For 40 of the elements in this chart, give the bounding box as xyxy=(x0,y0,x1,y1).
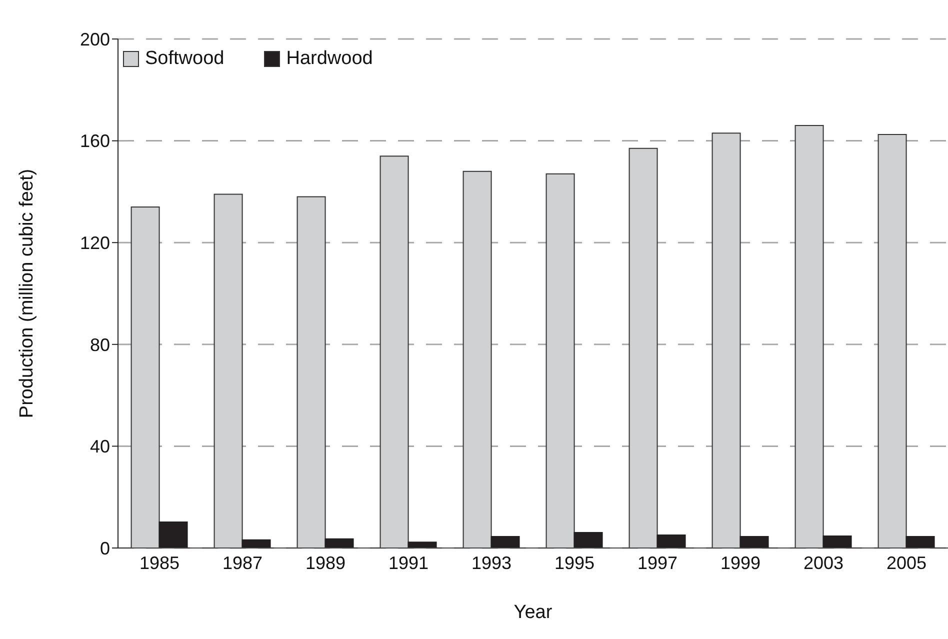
bar xyxy=(628,148,658,548)
bar xyxy=(906,536,935,548)
bar xyxy=(408,542,437,548)
bar xyxy=(822,536,852,548)
bar xyxy=(130,206,160,548)
y-tick-label: 0 xyxy=(100,538,110,558)
bar xyxy=(656,534,686,548)
y-axis-title: Production (million cubic feet) xyxy=(16,168,38,418)
x-tick-label: 2005 xyxy=(886,552,927,573)
y-tick-label: 160 xyxy=(80,131,110,152)
bar xyxy=(794,125,824,548)
bar xyxy=(214,194,243,548)
bar xyxy=(242,539,271,548)
bar xyxy=(462,170,492,548)
legend-label: Softwood xyxy=(144,48,224,70)
bar xyxy=(712,132,741,548)
y-tick-label: 40 xyxy=(90,436,110,457)
x-tick-label: 1991 xyxy=(388,552,429,573)
bar xyxy=(740,536,769,548)
bar xyxy=(878,134,907,548)
x-tick-label: 1997 xyxy=(637,552,678,573)
x-axis-title: Year xyxy=(514,602,553,623)
bar xyxy=(158,522,188,548)
bar xyxy=(574,532,603,548)
x-tick-label: 1989 xyxy=(305,552,346,573)
x-tick-label: 1995 xyxy=(554,552,595,573)
y-tick-label: 200 xyxy=(80,29,110,50)
x-tick-label: 1985 xyxy=(139,552,180,573)
y-tick-label: 120 xyxy=(80,232,110,253)
bar xyxy=(296,196,326,548)
bar xyxy=(380,156,409,548)
y-tick-label: 80 xyxy=(90,334,110,355)
legend-label: Hardwood xyxy=(285,48,373,70)
bar xyxy=(490,536,520,548)
x-tick-label: 1999 xyxy=(720,552,761,573)
x-tick-label: 2003 xyxy=(803,552,844,573)
bar xyxy=(546,173,575,548)
bar xyxy=(324,538,354,548)
x-tick-label: 1987 xyxy=(222,552,263,573)
x-tick-label: 1993 xyxy=(471,552,512,573)
